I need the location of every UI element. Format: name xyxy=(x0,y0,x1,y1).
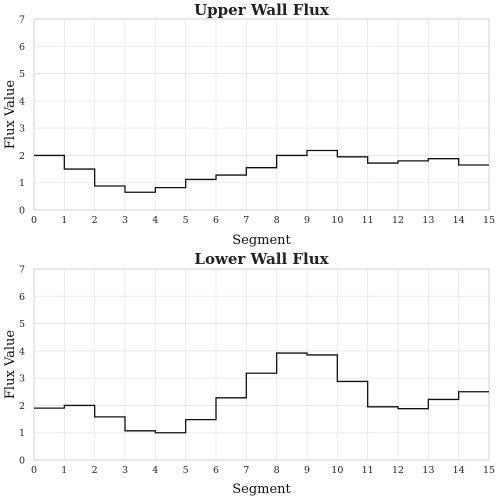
x-tick-label: 14 xyxy=(453,465,465,476)
y-tick-label: 2 xyxy=(19,151,25,162)
x-tick-label: 14 xyxy=(453,215,465,226)
y-axis-label: Flux Value xyxy=(3,80,18,149)
y-tick-label: 3 xyxy=(19,374,25,385)
y-tick-label: 3 xyxy=(19,124,25,135)
plot-frame xyxy=(33,18,490,211)
x-axis-label: Segment xyxy=(232,482,291,497)
y-tick-label: 0 xyxy=(19,456,25,467)
y-tick-label: 0 xyxy=(19,206,25,217)
grid-lines xyxy=(33,268,490,461)
x-tick-label: 13 xyxy=(422,465,434,476)
x-tick-label: 10 xyxy=(331,215,343,226)
x-tick-label: 0 xyxy=(31,465,37,476)
x-tick-label: 3 xyxy=(122,465,128,476)
y-tick-label: 4 xyxy=(19,96,25,107)
x-tick-label: 10 xyxy=(331,465,343,476)
y-tick-label: 7 xyxy=(19,265,25,276)
grid-lines xyxy=(33,18,490,211)
x-tick-label: 7 xyxy=(243,215,249,226)
y-tick-label: 6 xyxy=(19,42,25,53)
upper-flux-step-line xyxy=(34,149,489,193)
x-tick-label: 0 xyxy=(31,215,37,226)
x-tick-label: 13 xyxy=(422,215,434,226)
x-tick-label: 6 xyxy=(213,465,219,476)
x-tick-label: 2 xyxy=(92,215,98,226)
x-tick-label: 11 xyxy=(362,465,374,476)
y-axis-label: Flux Value xyxy=(3,330,18,399)
lower-flux-step-line xyxy=(34,352,489,434)
y-tick-label: 1 xyxy=(19,178,25,189)
x-tick-label: 2 xyxy=(92,465,98,476)
x-tick-label: 3 xyxy=(122,215,128,226)
chart-title: Upper Wall Flux xyxy=(194,1,330,19)
y-tick-labels: 0 1 2 3 4 5 6 7 xyxy=(19,265,25,467)
y-tick-label: 4 xyxy=(19,346,25,357)
x-tick-label: 6 xyxy=(213,215,219,226)
y-tick-label: 5 xyxy=(19,69,25,80)
x-tick-labels: 0 1 2 3 4 5 6 7 8 9 10 11 12 13 14 15 xyxy=(31,465,495,476)
y-tick-label: 6 xyxy=(19,292,25,303)
y-tick-label: 1 xyxy=(19,428,25,439)
x-tick-label: 1 xyxy=(61,215,67,226)
x-tick-label: 15 xyxy=(483,215,495,226)
x-tick-label: 12 xyxy=(392,465,404,476)
x-tick-label: 1 xyxy=(61,465,67,476)
x-tick-label: 9 xyxy=(304,215,310,226)
x-tick-label: 7 xyxy=(243,465,249,476)
x-tick-label: 15 xyxy=(483,465,495,476)
y-tick-label: 2 xyxy=(19,401,25,412)
x-tick-label: 9 xyxy=(304,465,310,476)
chart-title: Lower Wall Flux xyxy=(194,250,329,268)
x-tick-label: 8 xyxy=(274,465,280,476)
x-tick-labels: 0 1 2 3 4 5 6 7 8 9 10 11 12 13 14 15 xyxy=(31,215,495,226)
y-tick-label: 5 xyxy=(19,319,25,330)
x-tick-label: 12 xyxy=(392,215,404,226)
x-tick-label: 4 xyxy=(152,215,158,226)
x-tick-label: 5 xyxy=(183,215,189,226)
x-axis-label: Segment xyxy=(232,233,291,248)
x-tick-label: 5 xyxy=(183,465,189,476)
x-tick-label: 4 xyxy=(152,465,158,476)
x-tick-label: 8 xyxy=(274,215,280,226)
plot-frame xyxy=(33,268,490,461)
x-tick-label: 11 xyxy=(362,215,374,226)
y-tick-labels: 0 1 2 3 4 5 6 7 xyxy=(19,15,25,217)
y-tick-label: 7 xyxy=(19,15,25,26)
